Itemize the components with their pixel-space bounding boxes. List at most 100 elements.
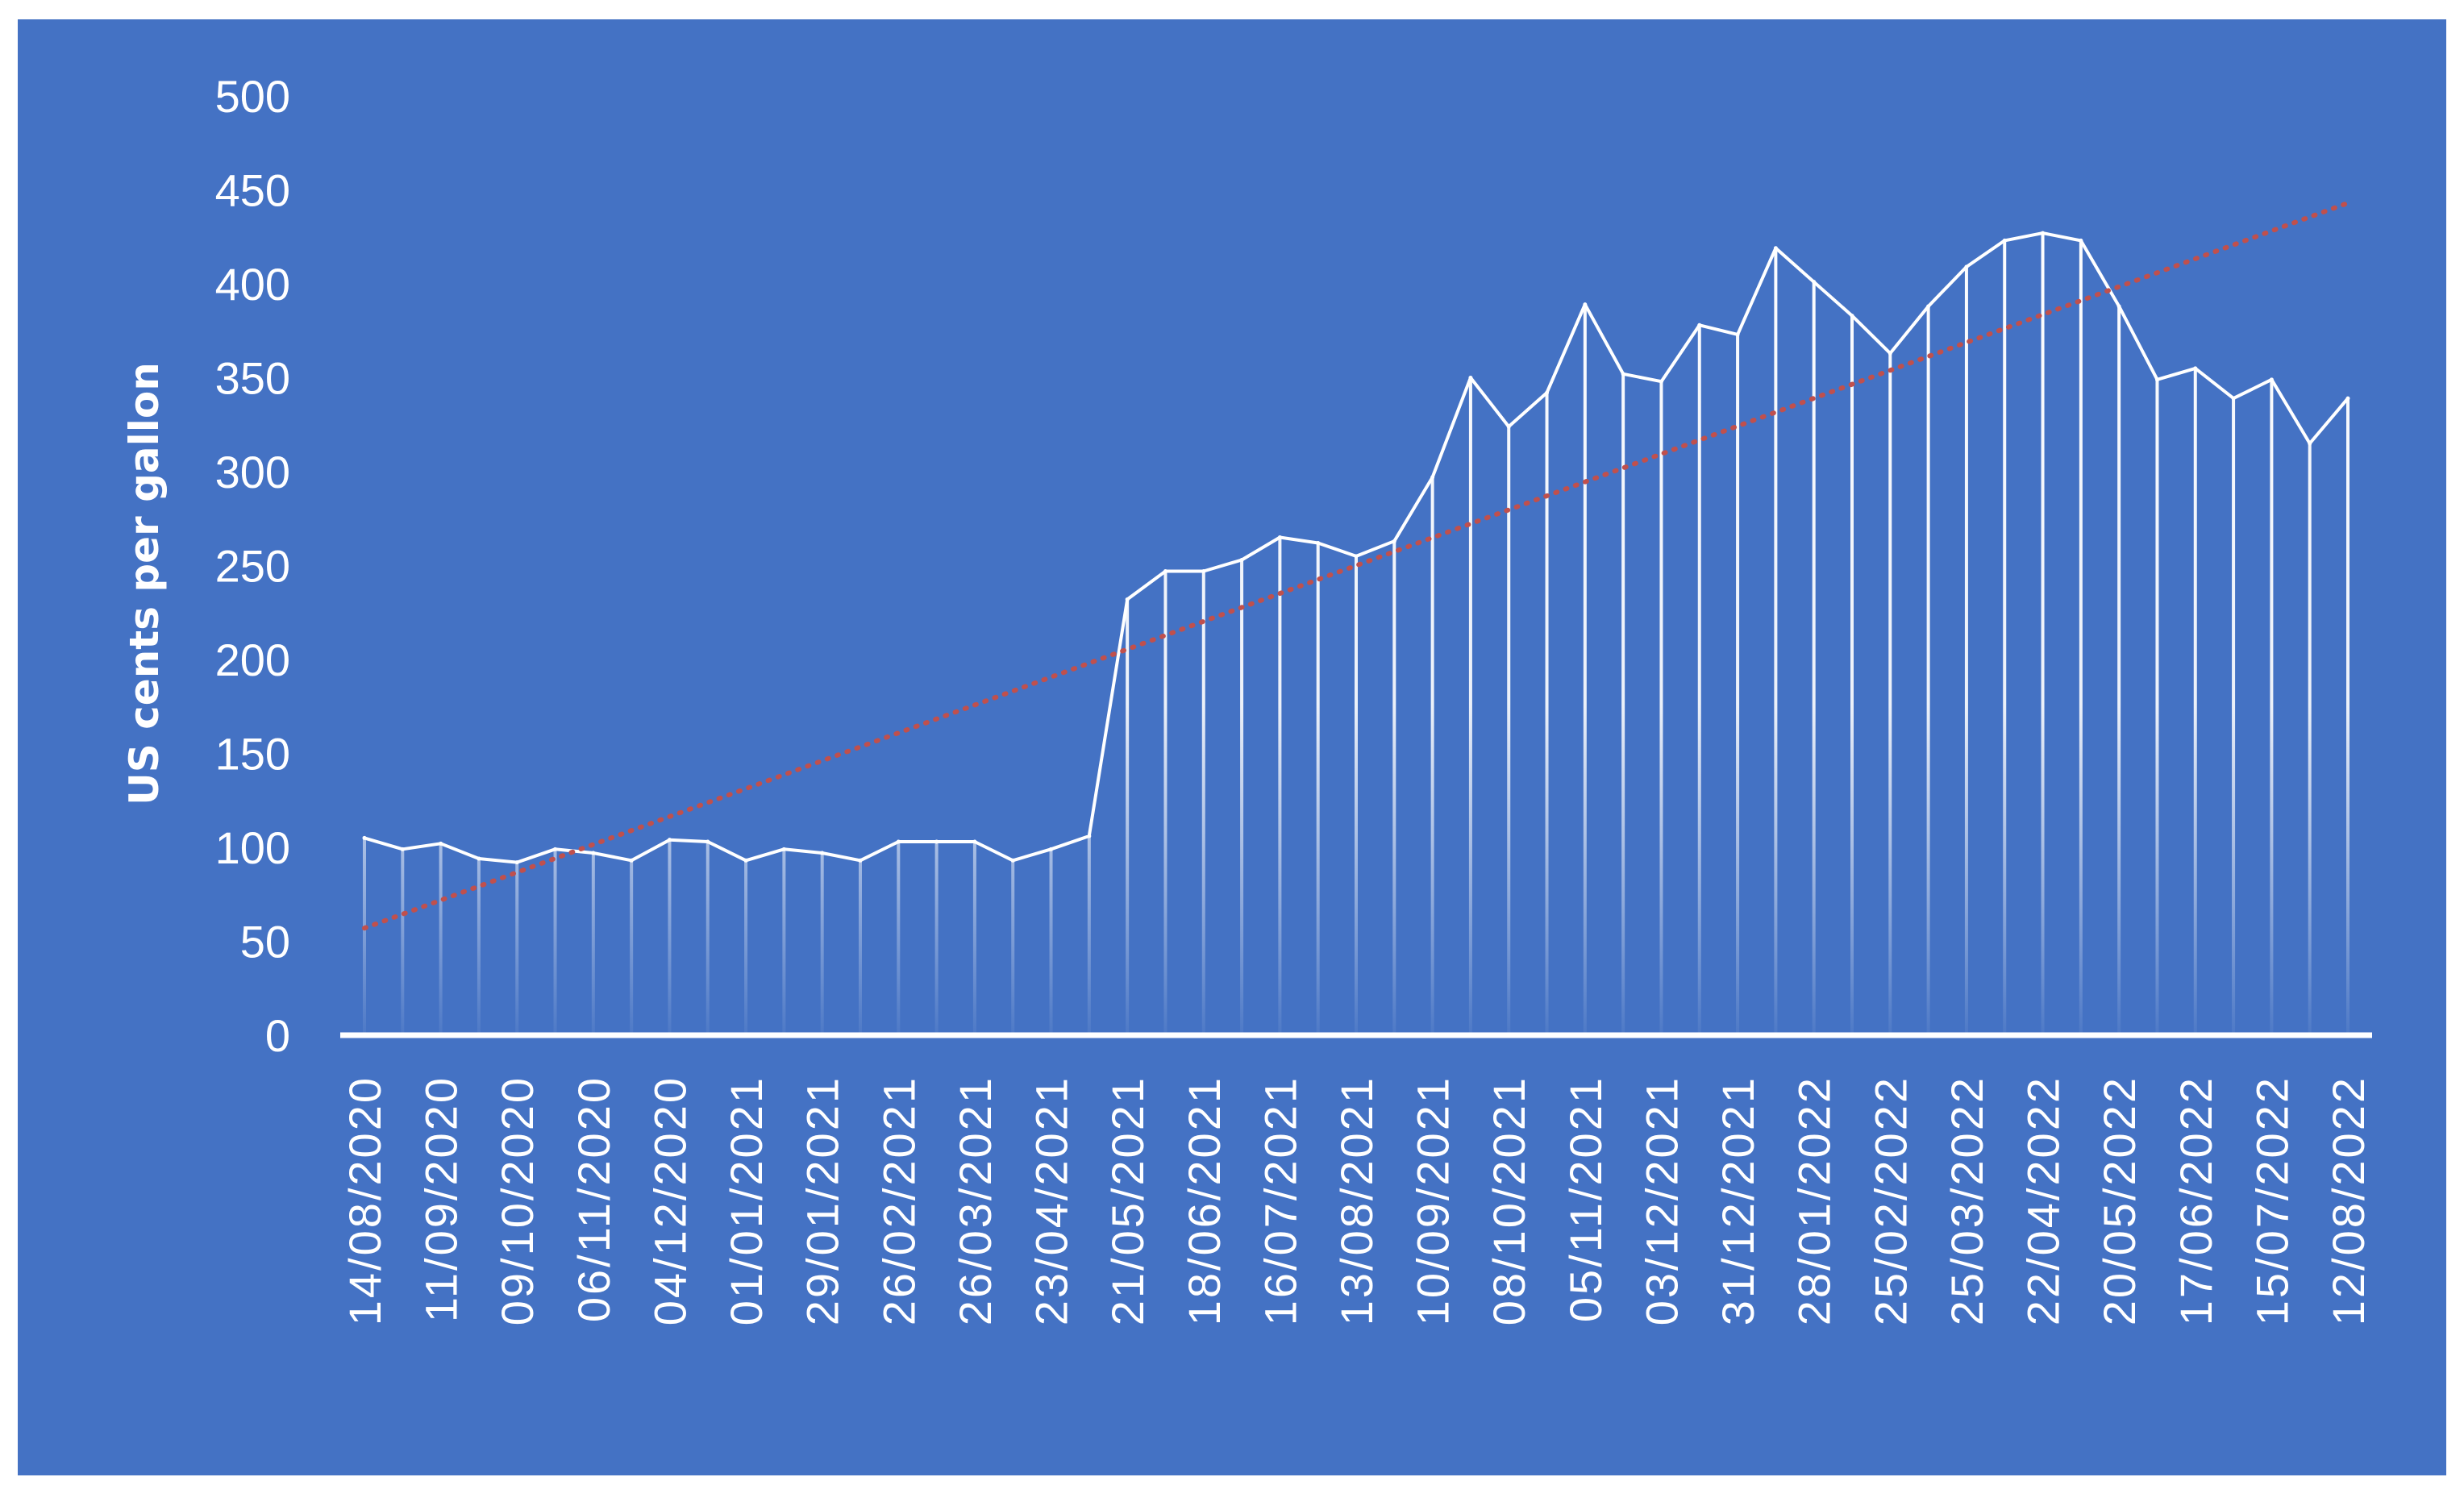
y-tick-label: 50 — [240, 917, 290, 967]
y-tick-label: 200 — [215, 635, 290, 685]
data-point — [1812, 280, 1817, 285]
x-tick-label: 11/09/2020 — [416, 1076, 467, 1322]
data-point — [2231, 396, 2236, 401]
x-tick-label: 13/08/2021 — [1331, 1076, 1382, 1325]
data-point — [1316, 541, 1321, 546]
data-point — [2116, 304, 2121, 309]
series-line-group — [362, 231, 2350, 865]
y-tick-label: 300 — [215, 447, 290, 497]
data-point — [2154, 377, 2159, 382]
data-point — [705, 839, 710, 844]
x-tick-label: 03/12/2021 — [1637, 1076, 1688, 1325]
data-point — [2002, 238, 2007, 243]
data-point — [972, 839, 977, 844]
data-point — [781, 847, 786, 851]
data-point — [1888, 351, 1892, 356]
x-tick-label: 20/05/2022 — [2094, 1076, 2145, 1325]
data-point — [2308, 441, 2312, 446]
x-tick-label: 12/08/2022 — [2323, 1076, 2374, 1325]
data-point — [1354, 554, 1359, 559]
data-point — [362, 835, 367, 840]
chart-svg: US cents per gallon 0 50 100 150 200 250 300 35… — [121, 71, 2374, 1325]
data-point — [1621, 372, 1625, 377]
x-tick-label: 21/05/2021 — [1102, 1076, 1153, 1325]
data-point — [1163, 568, 1167, 573]
data-point — [2269, 377, 2274, 382]
drop-lines — [363, 233, 2350, 1035]
data-point — [1697, 322, 1702, 327]
x-tick-label: 10/09/2021 — [1408, 1076, 1459, 1325]
data-point — [2041, 231, 2046, 235]
data-point — [896, 839, 901, 844]
y-tick-label: 250 — [215, 541, 290, 592]
trendline — [362, 200, 2350, 931]
x-tick-label: 18/06/2021 — [1179, 1076, 1230, 1325]
x-tick-label: 01/01/2021 — [721, 1076, 772, 1325]
y-tick-label: 400 — [215, 259, 290, 310]
x-tick-label: 04/12/2020 — [645, 1076, 696, 1325]
data-point — [820, 851, 825, 855]
y-tick-label: 0 — [265, 1010, 290, 1061]
data-point — [1392, 539, 1396, 543]
data-point — [743, 858, 748, 863]
x-tick-label: 22/04/2022 — [2018, 1076, 2069, 1325]
x-tick-label: 08/10/2021 — [1484, 1076, 1534, 1325]
data-point — [1201, 568, 1206, 573]
x-tick-label: 26/02/2021 — [873, 1076, 924, 1325]
data-point — [1850, 314, 1854, 318]
data-point — [477, 856, 481, 861]
x-tick-label: 16/07/2021 — [1255, 1076, 1305, 1325]
data-point — [1545, 390, 1550, 395]
data-point — [1087, 834, 1092, 838]
chart-panel: US cents per gallon 0 50 100 150 200 250 300 35… — [18, 19, 2446, 1475]
x-tick-label: 25/03/2022 — [1942, 1076, 1992, 1325]
data-point — [1583, 302, 1588, 307]
x-tick-label: 09/10/2020 — [492, 1076, 543, 1325]
x-tick-label: 28/01/2022 — [1789, 1076, 1840, 1325]
x-tick-label: 29/01/2021 — [797, 1076, 848, 1325]
data-point — [1506, 424, 1511, 429]
data-point — [514, 860, 519, 865]
y-tick-label: 450 — [215, 165, 290, 216]
data-point — [629, 858, 634, 863]
data-point — [2079, 238, 2083, 243]
data-point — [1125, 597, 1130, 601]
data-point — [439, 841, 443, 846]
data-point — [1735, 332, 1740, 337]
y-tick-label: 350 — [215, 353, 290, 404]
x-tick-label: 14/08/2020 — [339, 1076, 390, 1325]
y-axis-title: US cents per gallon — [121, 362, 168, 805]
data-point — [2345, 396, 2350, 401]
data-point — [1430, 475, 1435, 480]
data-point — [1659, 379, 1663, 384]
data-point — [667, 838, 672, 843]
data-point — [934, 839, 939, 844]
y-tick-label: 500 — [215, 71, 290, 122]
x-tick-label: 23/04/2021 — [1026, 1076, 1077, 1325]
data-point — [591, 851, 596, 855]
x-tick-label: 26/03/2021 — [950, 1076, 1001, 1325]
data-point — [1468, 376, 1473, 380]
x-tick-label: 05/11/2021 — [1560, 1076, 1611, 1322]
x-tick-label: 31/12/2021 — [1713, 1076, 1763, 1325]
x-tick-label: 15/07/2022 — [2246, 1076, 2297, 1325]
y-axis-ticks: 0 50 100 150 200 250 300 350 400 450 500 — [215, 71, 290, 1061]
x-tick-label: 17/06/2022 — [2171, 1076, 2221, 1325]
x-tick-label: 06/11/2020 — [568, 1076, 619, 1322]
data-point — [1239, 558, 1244, 563]
data-point — [400, 847, 405, 851]
data-point — [858, 858, 863, 863]
data-point — [1964, 264, 1969, 269]
x-tick-label: 25/02/2022 — [1865, 1076, 1916, 1325]
data-point — [1010, 858, 1015, 863]
data-point — [1049, 847, 1054, 851]
data-point — [1277, 535, 1282, 540]
y-tick-label: 150 — [215, 729, 290, 780]
data-point — [1926, 304, 1931, 309]
trendline-group — [362, 200, 2350, 931]
data-point — [1773, 246, 1778, 251]
x-axis-ticks: 14/08/2020 11/09/2020 09/10/2020 06/11/2020… — [339, 1076, 2374, 1325]
data-point — [2193, 366, 2198, 371]
y-tick-label: 100 — [215, 822, 290, 873]
data-point — [553, 847, 558, 851]
